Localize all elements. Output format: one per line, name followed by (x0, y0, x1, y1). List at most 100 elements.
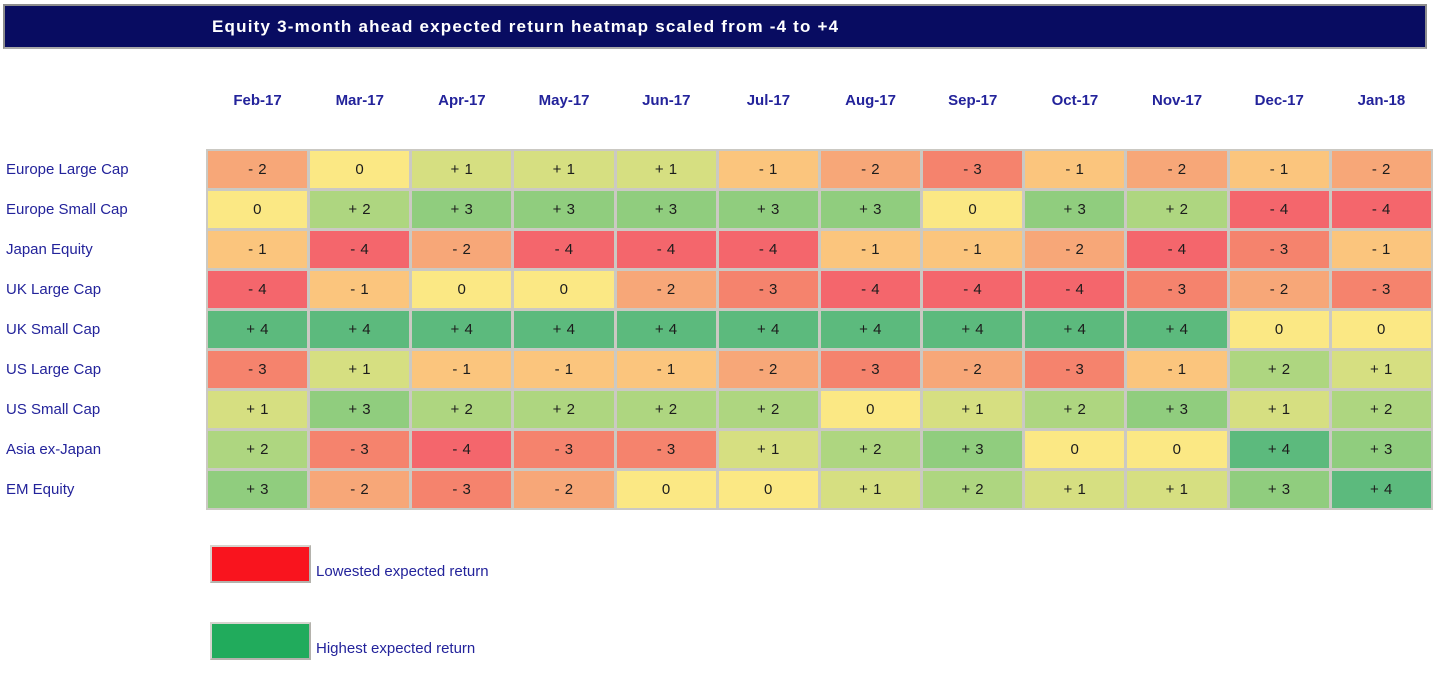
column-header: Jul-17 (746, 91, 791, 109)
heatmap-cell: 0 (616, 471, 716, 508)
column-header: Jan-18 (1357, 91, 1406, 109)
heatmap-cell: + 1 (820, 471, 921, 508)
heatmap-cell: 0 (310, 151, 410, 188)
column-header: Apr-17 (438, 91, 486, 109)
heatmap-cell: + 2 (923, 471, 1023, 508)
legend: Lowested expected return Highest expecte… (210, 545, 489, 686)
heatmap-cell: + 4 (1025, 311, 1125, 348)
heatmap-cell: + 2 (820, 431, 921, 468)
heatmap-cell: - 4 (310, 231, 410, 268)
heatmap-cell: - 2 (1025, 231, 1125, 268)
heatmap-cell: 0 (1025, 431, 1125, 468)
row-label: Europe Large Cap (6, 161, 129, 178)
heatmap-cell: + 3 (514, 191, 614, 228)
column-header: Feb-17 (233, 91, 282, 109)
heatmap-cell: + 1 (208, 391, 308, 428)
heatmap-cell: + 3 (1331, 431, 1431, 468)
heatmap-cell: - 1 (412, 351, 512, 388)
heatmap-cell: - 2 (514, 471, 614, 508)
heatmap-cell: + 3 (1025, 191, 1125, 228)
heatmap-cell: - 3 (514, 431, 614, 468)
heatmap-cell: 0 (718, 471, 818, 508)
row-label: Europe Small Cap (6, 201, 128, 218)
heatmap-cell: 0 (1229, 311, 1329, 348)
heatmap-cell: + 3 (820, 191, 921, 228)
heatmap-cell: + 4 (820, 311, 921, 348)
heatmap-cell: + 1 (1025, 471, 1125, 508)
row-labels: Europe Large Cap Europe Small Cap Japan Eq… (6, 151, 206, 511)
heatmap-cell: 0 (1331, 311, 1431, 348)
row-label: US Large Cap (6, 361, 102, 378)
heatmap-cell: + 3 (718, 191, 818, 228)
heatmap-cell: - 4 (1127, 231, 1227, 268)
column-header: May-17 (538, 91, 590, 109)
heatmap-cell: + 1 (718, 431, 818, 468)
column-headers: Feb-17 Mar-17 Apr-17 May-17 Jun-17 Jul-17 Aug-… (208, 87, 1431, 113)
heatmap-cell: 0 (412, 271, 512, 308)
heatmap-cell: - 1 (310, 271, 410, 308)
heatmap-cell: - 3 (310, 431, 410, 468)
heatmap-cell: - 1 (1127, 351, 1227, 388)
heatmap-cell: - 3 (412, 471, 512, 508)
heatmap-cell: + 4 (923, 311, 1023, 348)
heatmap-cell: + 1 (923, 391, 1023, 428)
heatmap-cell: + 3 (616, 191, 716, 228)
legend-item-highest: Highest expected return (210, 622, 489, 660)
heatmap-cell: - 4 (820, 271, 921, 308)
heatmap-cell: - 3 (1025, 351, 1125, 388)
title-bar: Equity 3-month ahead expected return hea… (3, 4, 1427, 49)
heatmap-cell: + 2 (616, 391, 716, 428)
heatmap-cell: - 2 (208, 151, 308, 188)
heatmap-cell: + 2 (208, 431, 308, 468)
heatmap-grid: - 2 0 + 1 + 1 + 1- 1- 2- 3- 1- 2- 1- 2 0 + 2 + … (206, 149, 1433, 510)
heatmap-cell: - 2 (718, 351, 818, 388)
heatmap-cell: - 4 (1025, 271, 1125, 308)
heatmap-cell: - 1 (616, 351, 716, 388)
legend-item-lowest: Lowested expected return (210, 545, 489, 583)
heatmap-cell: - 2 (1229, 271, 1329, 308)
heatmap-cell: + 3 (412, 191, 512, 228)
heatmap-cell: 0 (514, 271, 614, 308)
column-header: Oct-17 (1051, 91, 1099, 109)
heatmap-cell: + 3 (310, 391, 410, 428)
heatmap-cell: - 2 (616, 271, 716, 308)
heatmap-cell: + 4 (1331, 471, 1431, 508)
lowest-return-swatch (210, 545, 311, 583)
heatmap-cell: + 3 (1127, 391, 1227, 428)
heatmap-cell: - 3 (1331, 271, 1431, 308)
heatmap-cell: - 2 (412, 231, 512, 268)
heatmap-cell: + 1 (310, 351, 410, 388)
heatmap-cell: + 2 (310, 191, 410, 228)
heatmap-cell: + 1 (1229, 391, 1329, 428)
row-label: UK Small Cap (6, 321, 101, 338)
heatmap-cell: 0 (1127, 431, 1227, 468)
heatmap-cell: - 4 (923, 271, 1023, 308)
heatmap-cell: - 3 (1229, 231, 1329, 268)
heatmap-cell: + 4 (208, 311, 308, 348)
heatmap-cell: + 4 (718, 311, 818, 348)
heatmap-cell: - 1 (514, 351, 614, 388)
heatmap-cell: - 2 (820, 151, 921, 188)
row-label: UK Large Cap (6, 281, 102, 298)
heatmap-cell: + 3 (208, 471, 308, 508)
highest-return-label: Highest expected return (316, 640, 476, 657)
heatmap-cell: 0 (923, 191, 1023, 228)
lowest-return-label: Lowested expected return (316, 563, 489, 580)
heatmap-cell: + 1 (412, 151, 512, 188)
row-label: EM Equity (6, 481, 75, 498)
heatmap-cell: + 2 (514, 391, 614, 428)
heatmap-cell: + 4 (616, 311, 716, 348)
column-header: Mar-17 (335, 91, 384, 109)
heatmap-cell: + 2 (1025, 391, 1125, 428)
heatmap-cell: + 2 (1331, 391, 1431, 428)
heatmap-cell: - 4 (514, 231, 614, 268)
heatmap-cell: - 1 (1229, 151, 1329, 188)
heatmap-cell: - 2 (923, 351, 1023, 388)
column-header: Aug-17 (845, 91, 896, 109)
row-label: Asia ex-Japan (6, 441, 102, 458)
heatmap-cell: + 1 (616, 151, 716, 188)
heatmap-cell: + 1 (514, 151, 614, 188)
heatmap-cell: - 1 (923, 231, 1023, 268)
heatmap-cell: + 4 (514, 311, 614, 348)
heatmap-cell: - 4 (616, 231, 716, 268)
